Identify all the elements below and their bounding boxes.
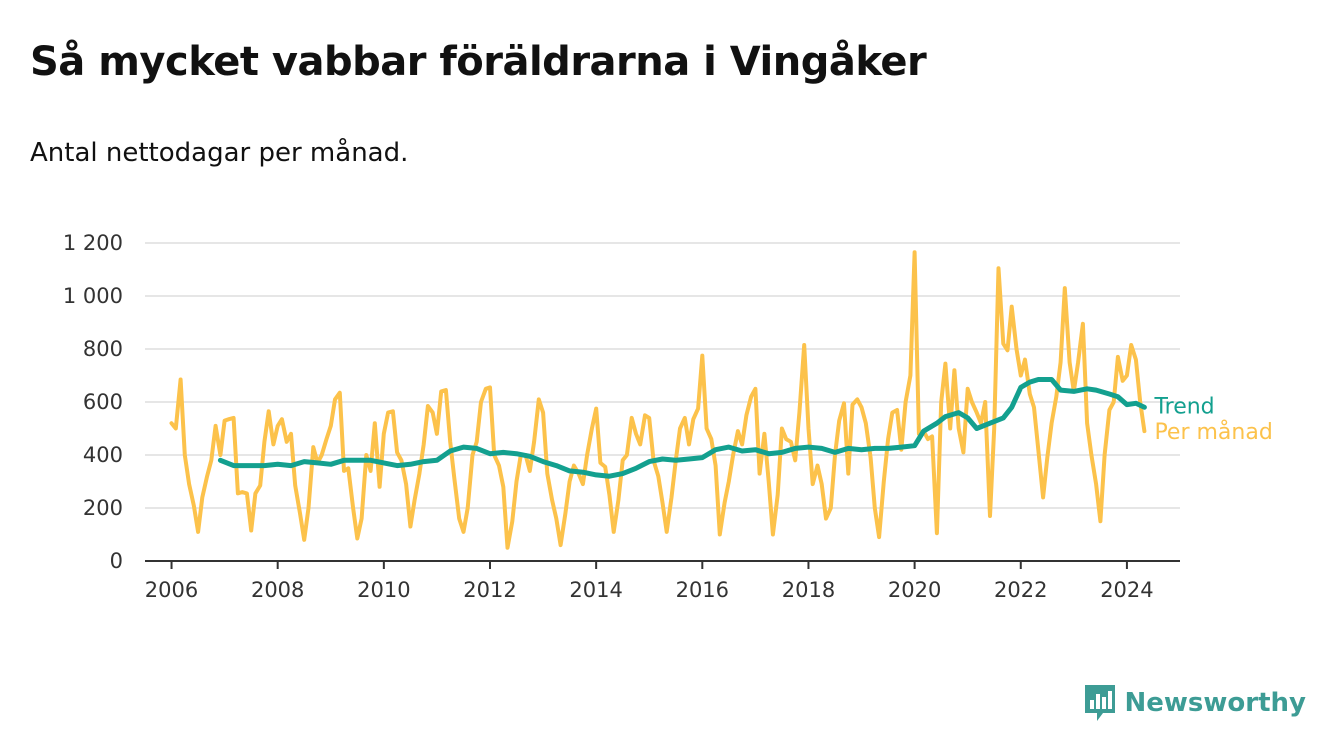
y-tick-label: 400 xyxy=(83,443,123,467)
y-tick-label: 0 xyxy=(110,549,123,573)
x-tick-label: 2014 xyxy=(569,578,622,602)
x-tick-label: 2018 xyxy=(782,578,835,602)
x-tick-label: 2008 xyxy=(251,578,304,602)
newsworthy-logo: Newsworthy xyxy=(1083,683,1306,723)
x-axis-ticks: 2006 2008 2010 2012 2014 2016 2018 2020 2022 2024 xyxy=(145,561,1154,602)
y-tick-label: 600 xyxy=(83,390,123,414)
y-tick-label: 800 xyxy=(83,337,123,361)
series-label-per-manad: Per månad xyxy=(1154,419,1272,445)
y-tick-label: 1 000 xyxy=(63,284,123,308)
y-tick-label: 1 200 xyxy=(63,231,123,255)
chart-title: Så mycket vabbar föräldrarna i Vingåker xyxy=(30,39,927,85)
x-tick-label: 2006 xyxy=(145,578,198,602)
y-axis-ticks: 0 200 400 600 800 1 000 1 200 xyxy=(63,231,123,573)
series-lines xyxy=(169,250,1147,550)
line-chart: 0 200 400 600 800 1 000 1 200 2006 2008 2010 2012… xyxy=(63,231,1273,602)
series-line-per-manad xyxy=(169,250,1147,550)
x-tick-label: 2016 xyxy=(676,578,729,602)
brand-name: Newsworthy xyxy=(1124,688,1306,718)
x-tick-label: 2020 xyxy=(888,578,941,602)
x-tick-label: 2012 xyxy=(463,578,516,602)
newsworthy-logo-icon xyxy=(1084,685,1115,721)
chart-subtitle: Antal nettodagar per månad. xyxy=(30,138,409,168)
x-tick-label: 2010 xyxy=(357,578,410,602)
x-tick-label: 2022 xyxy=(994,578,1047,602)
series-line-trend xyxy=(217,377,1147,479)
y-tick-label: 200 xyxy=(83,496,123,520)
x-tick-label: 2024 xyxy=(1100,578,1153,602)
series-label-trend: Trend xyxy=(1153,394,1214,419)
